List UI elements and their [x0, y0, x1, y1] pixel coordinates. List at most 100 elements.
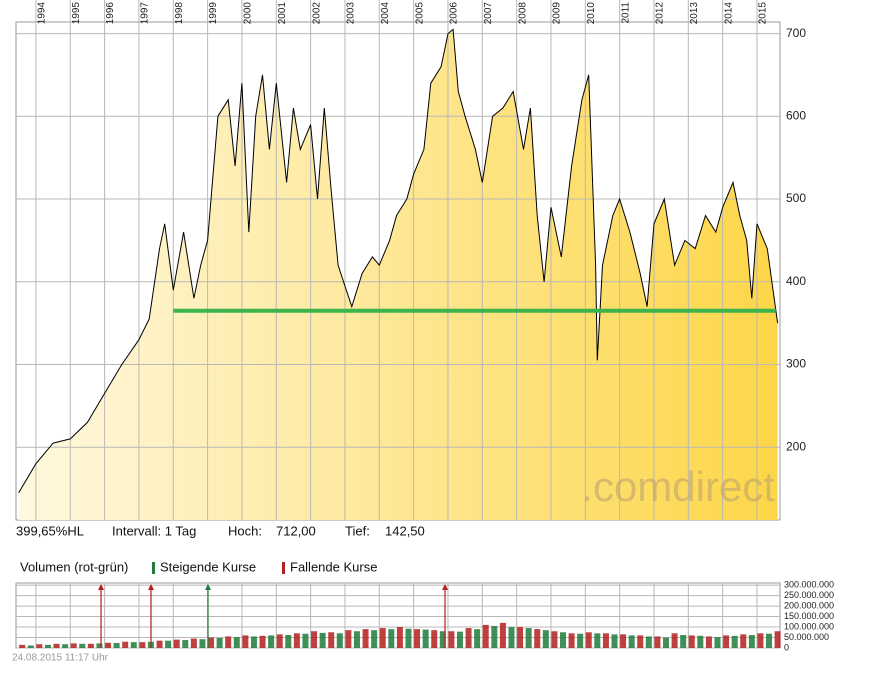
x-tick-label: 2012 — [655, 2, 666, 25]
volume-bar — [517, 627, 524, 648]
volume-bar — [396, 627, 403, 648]
x-tick-label: 1998 — [174, 2, 185, 25]
volume-bar — [525, 628, 532, 648]
volume-bar — [482, 624, 489, 648]
x-tick-label: 2014 — [723, 2, 734, 25]
volume-bar — [542, 630, 549, 648]
x-tick-label: 1994 — [37, 2, 48, 25]
x-tick-label: 2005 — [414, 2, 425, 25]
x-tick-label: 2007 — [483, 2, 494, 25]
volume-bar — [637, 635, 644, 648]
volume-bar — [328, 632, 335, 648]
volume-bar — [250, 636, 257, 648]
volume-bar — [319, 632, 326, 648]
volume-bar — [559, 632, 566, 648]
volume-bar — [705, 636, 712, 648]
x-tick-label: 2006 — [449, 2, 460, 25]
y-tick-label: 500 — [786, 191, 806, 205]
volume-bar — [723, 635, 730, 648]
volume-bar — [714, 637, 721, 648]
volume-bar — [766, 633, 773, 648]
y-tick-label: 300.000.000 — [784, 579, 834, 589]
volume-bar — [568, 633, 575, 648]
volume-bar — [96, 643, 103, 648]
volume-bar — [577, 633, 584, 648]
overflow-arrows — [98, 584, 448, 648]
x-tick-label: 2001 — [277, 2, 288, 25]
volume-bar — [740, 634, 747, 648]
x-tick-label: 2002 — [311, 2, 322, 25]
volume-bar — [199, 639, 206, 648]
volume-bar — [620, 634, 627, 648]
volume-bar — [105, 642, 112, 648]
volume-bar — [165, 640, 172, 648]
x-tick-label: 2003 — [346, 2, 357, 25]
volume-bar — [362, 629, 369, 648]
volume-bar — [345, 630, 352, 648]
volume-bar — [79, 643, 86, 648]
volume-bar — [422, 629, 429, 648]
volume-bar — [113, 642, 120, 648]
volume-bar — [645, 636, 652, 648]
volume-bar — [671, 633, 678, 648]
price-line — [18, 28, 779, 493]
y-tick-label: 600 — [786, 108, 806, 122]
y-tick-label: 700 — [786, 26, 806, 40]
y-tick-label: 300 — [786, 357, 806, 371]
volume-bar — [431, 630, 438, 648]
volume-bar — [731, 635, 738, 648]
volume-bar — [242, 635, 249, 648]
y-tick-label: 200.000.000 — [784, 600, 834, 610]
volume-bar — [697, 635, 704, 648]
x-tick-label: 2013 — [689, 2, 700, 25]
volume-bar — [508, 627, 515, 648]
volume-bar — [405, 628, 412, 648]
timestamp: 24.08.2015 11:17 Uhr — [12, 653, 109, 664]
low-label: Tief: — [345, 523, 370, 538]
legend-label: Fallende Kurse — [290, 559, 377, 574]
y-tick-label: 150.000.000 — [784, 611, 834, 621]
x-tick-label: 2011 — [620, 2, 631, 24]
y-tick-label: 400 — [786, 274, 806, 288]
volume-bar — [208, 637, 215, 648]
volume-bar — [139, 642, 146, 648]
high-label: Hoch: — [228, 523, 262, 538]
x-tick-label: 1999 — [208, 2, 219, 25]
volume-bar — [276, 634, 283, 648]
volume-bar — [688, 635, 695, 648]
volume-bar — [122, 641, 129, 648]
volume-bar — [748, 635, 755, 648]
volume-bar — [44, 644, 51, 648]
volume-bar — [216, 637, 223, 648]
y-tick-label: 200 — [786, 439, 806, 453]
volume-bar — [585, 632, 592, 648]
x-tick-label: 1996 — [105, 2, 116, 25]
volume-bar — [302, 633, 309, 648]
volume-bar — [53, 643, 60, 648]
legend-label: Steigende Kurse — [160, 559, 256, 574]
volume-bar — [70, 643, 77, 648]
volume-bar — [379, 628, 386, 648]
volume-bar — [173, 639, 180, 648]
volume-bar — [259, 635, 266, 648]
volume-bar — [233, 637, 240, 648]
volume-bar — [225, 636, 232, 648]
volume-bar — [439, 631, 446, 648]
legend-swatch — [282, 562, 285, 574]
volume-title: Volumen (rot-grün) — [20, 559, 128, 574]
volume-bar — [663, 637, 670, 648]
y-tick-label: 100.000.000 — [784, 621, 834, 631]
volume-bar — [293, 633, 300, 648]
volume-bar — [268, 635, 275, 648]
volume-bar — [388, 629, 395, 648]
volume-bar — [27, 645, 34, 648]
volume-bar — [774, 631, 781, 648]
x-tick-label: 2004 — [380, 2, 391, 25]
volume-bar — [156, 640, 163, 648]
x-tick-label: 2008 — [517, 2, 528, 25]
volume-bar — [62, 644, 69, 648]
watermark: .comdirect — [581, 463, 775, 510]
range-info: 399,65%HL — [16, 523, 84, 538]
volume-bar — [654, 636, 661, 648]
